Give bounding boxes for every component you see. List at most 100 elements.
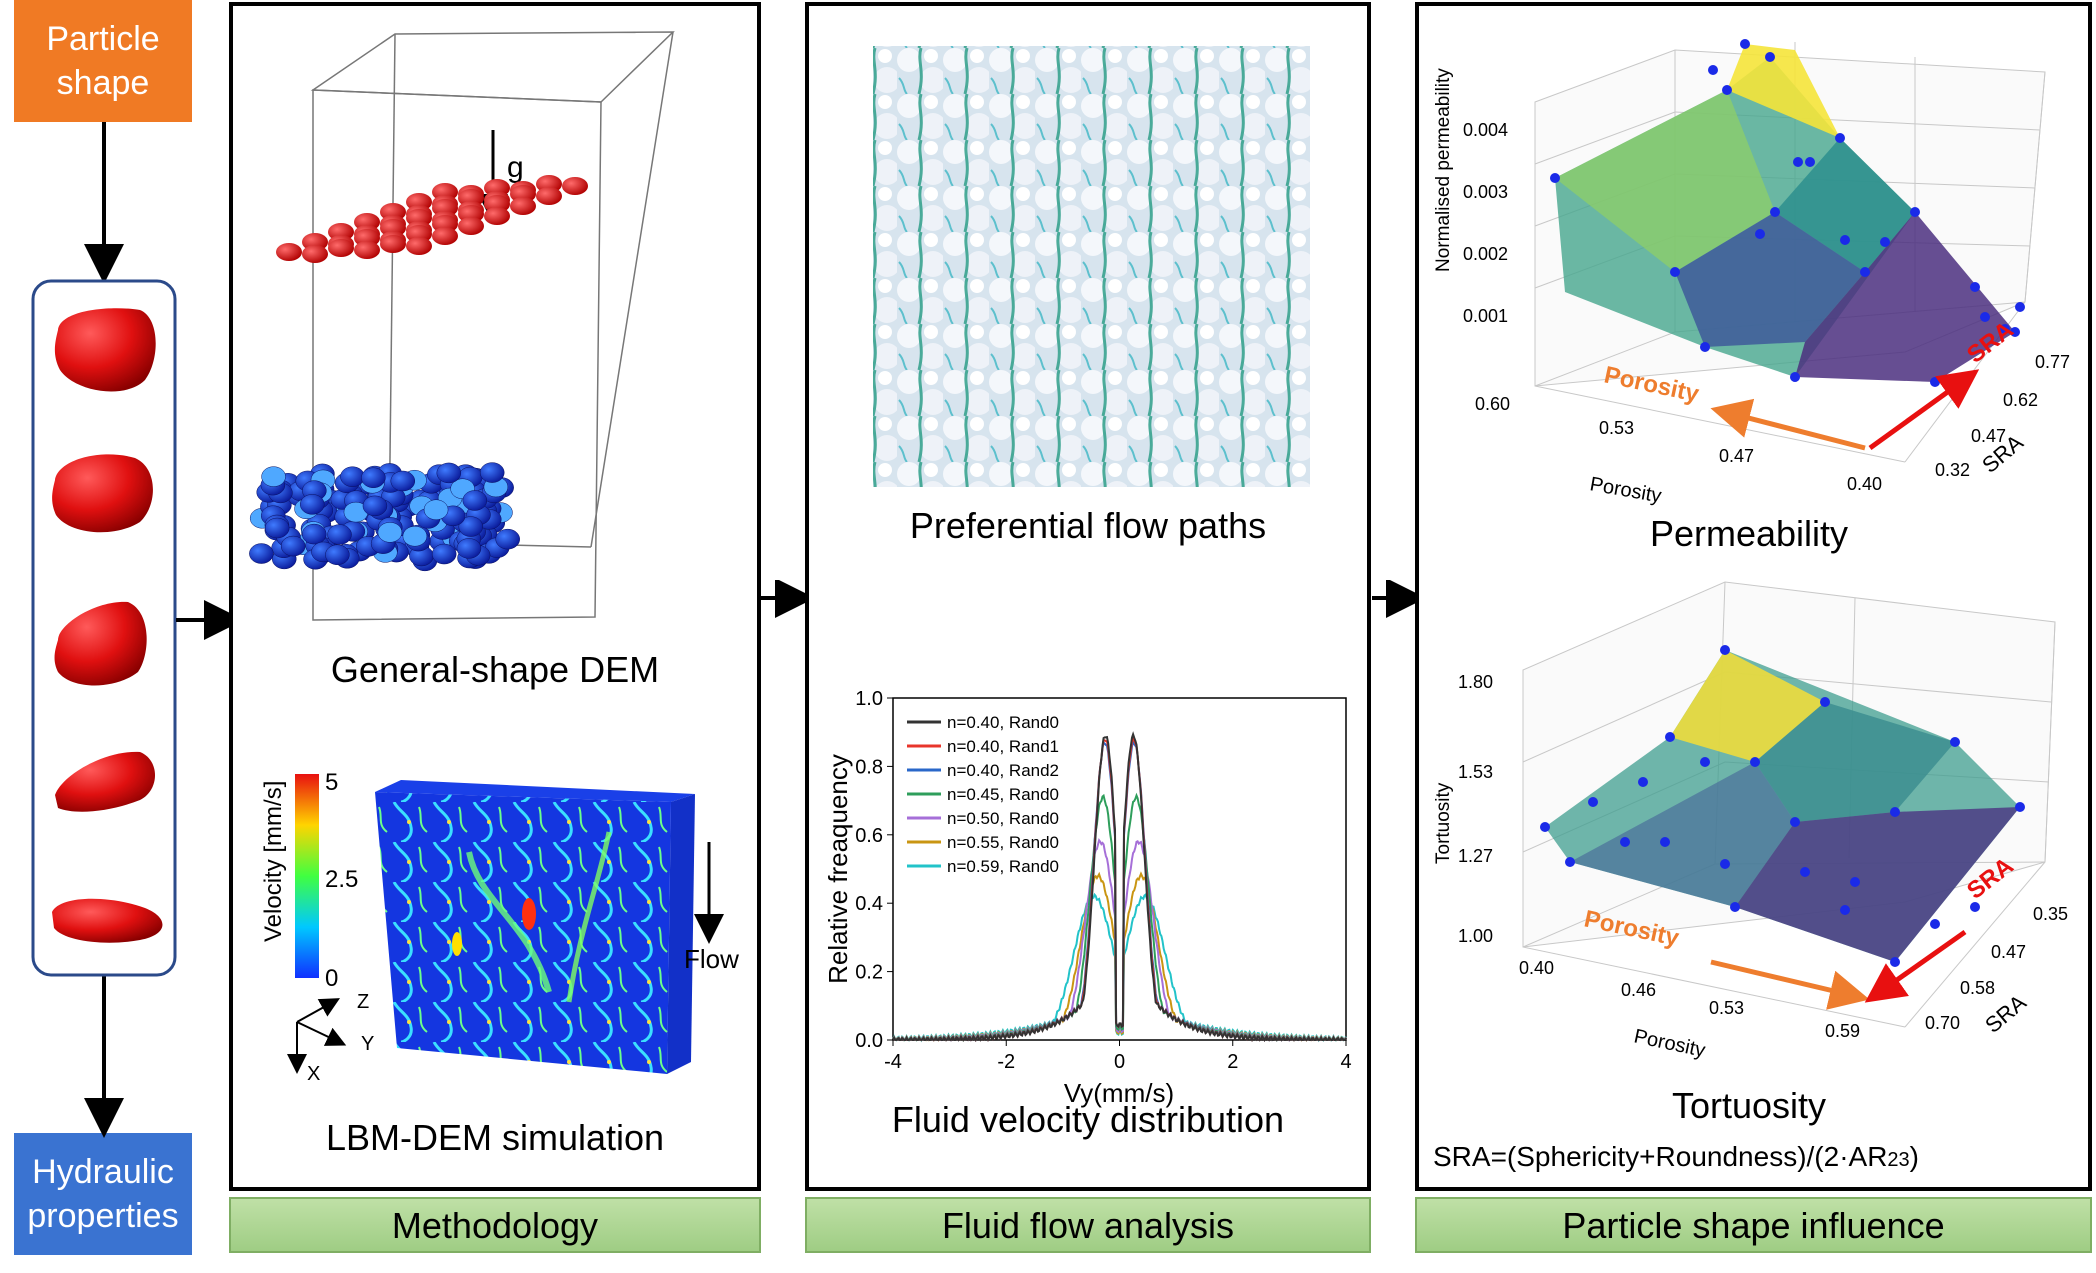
blue-particle <box>249 543 274 564</box>
perm-sra-tick-3: 0.47 <box>1971 426 2006 446</box>
lbm-caption: LBM-DEM simulation <box>326 1117 664 1158</box>
surface-point <box>1793 157 1803 167</box>
falling-particles <box>276 175 588 263</box>
surface-point <box>1970 282 1980 292</box>
tort-porosity-tick-2: 0.46 <box>1621 980 1656 1000</box>
chart-x-label: Vy(mm/s) <box>1064 1078 1174 1108</box>
legend-entry: n=0.40, Rand1 <box>947 737 1059 756</box>
surface-point <box>1750 757 1760 767</box>
axis-x-label: X <box>307 1063 320 1085</box>
fluid-flow-label: Fluid flow analysis <box>805 1197 1371 1253</box>
perm-porosity-tick-1: 0.60 <box>1475 394 1510 414</box>
surface-point <box>1790 372 1800 382</box>
blue-particle <box>377 522 403 543</box>
surface-point <box>1588 797 1598 807</box>
hydraulic-line1: Hydraulic <box>32 1153 174 1191</box>
surface-point <box>1820 697 1830 707</box>
chart-x-tick: 2 <box>1227 1051 1238 1073</box>
surface-point <box>1980 312 1990 322</box>
surface-point <box>1740 39 1750 49</box>
red-particle <box>562 177 588 195</box>
surface-point <box>2015 802 2025 812</box>
surface-point <box>1950 737 1960 747</box>
legend-entry: n=0.59, Rand0 <box>947 857 1059 876</box>
tort-z-tick-1: 1.80 <box>1458 672 1493 692</box>
blue-particle <box>436 462 462 484</box>
blue-particle <box>264 517 290 539</box>
particle-1 <box>54 308 156 392</box>
particle-4 <box>55 751 155 812</box>
legend-entry: n=0.50, Rand0 <box>947 809 1059 828</box>
particle-3 <box>54 601 147 686</box>
chart-y-tick: 0.6 <box>855 825 883 847</box>
colorbar-mid: 2.5 <box>325 866 358 893</box>
tortuosity-caption: Tortuosity <box>1672 1085 1826 1126</box>
tort-porosity-tick-3: 0.53 <box>1709 998 1744 1018</box>
surface-point <box>1850 877 1860 887</box>
perm-sra-tick-2: 0.62 <box>2003 390 2038 410</box>
tort-z-tick-2: 1.53 <box>1458 762 1493 782</box>
surface-point <box>1765 52 1775 62</box>
blue-particle <box>390 470 416 492</box>
particle-shape-line1: Particle <box>46 20 160 58</box>
colorbar-max: 5 <box>325 769 338 796</box>
perm-sra-tick-4: 0.32 <box>1935 460 1970 480</box>
axis-z-label: Z <box>357 991 369 1013</box>
coordinate-axes <box>287 998 347 1074</box>
blue-particle <box>327 524 352 545</box>
surface-point <box>2000 324 2010 334</box>
chart-y-tick: 0.8 <box>855 756 883 778</box>
chart-y-tick: 0.2 <box>855 962 883 984</box>
legend-entry: n=0.40, Rand2 <box>947 761 1059 780</box>
surface-point <box>1565 857 1575 867</box>
permeability-caption: Permeability <box>1650 513 1848 554</box>
fluid-flow-graphics: Preferential flow paths -4 -2 0 2 4 0.0 0.2 0.4… <box>823 46 1352 1140</box>
tortuosity-plot: 1.80 1.53 1.27 1.00 Tortuosity 0.40 0.46… <box>1433 581 2068 1062</box>
red-particle <box>328 239 354 257</box>
blue-particle <box>458 516 484 537</box>
surface-point <box>1835 133 1845 143</box>
perm-porosity-tick-2: 0.53 <box>1599 418 1634 438</box>
surface-point <box>1708 65 1718 75</box>
blue-particle <box>300 494 325 515</box>
surface-point <box>1890 957 1900 967</box>
surface-point <box>1890 807 1900 817</box>
surface-point <box>1840 905 1850 915</box>
gravity-label: g <box>507 151 524 184</box>
chart-y-tick: 1.0 <box>855 688 883 710</box>
arrow-right-2 <box>761 580 815 618</box>
perm-z-label: Normalised permeability <box>1433 68 1454 272</box>
perm-z-tick-1: 0.004 <box>1463 120 1508 140</box>
surface-point <box>1730 902 1740 912</box>
surface-point <box>1720 859 1730 869</box>
sra-formula: SRA=(Sphericity+Roundness)/(2·AR23) <box>1433 1141 1919 1172</box>
surface-point <box>1770 207 1780 217</box>
blue-particle <box>462 490 488 511</box>
chart-x-tick: 4 <box>1340 1051 1351 1073</box>
blue-particle <box>361 467 386 488</box>
colorbar-min: 0 <box>325 965 338 992</box>
hydraulic-properties-box: Hydraulic properties <box>14 1133 192 1255</box>
perm-z-tick-2: 0.003 <box>1463 182 1508 202</box>
velocity-colorbar <box>295 774 319 978</box>
tort-sra-tick-4: 0.70 <box>1925 1013 1960 1033</box>
chart-x-tick: -2 <box>997 1051 1015 1073</box>
axis-y-label: Y <box>361 1033 374 1055</box>
red-particle <box>484 207 510 225</box>
red-particle <box>432 227 458 245</box>
perm-z-tick-4: 0.001 <box>1463 306 1508 326</box>
tort-z-tick-4: 1.00 <box>1458 926 1493 946</box>
perm-z-tick-3: 0.002 <box>1463 244 1508 264</box>
perm-sra-tick-1: 0.77 <box>2035 352 2070 372</box>
particle-2 <box>52 454 153 533</box>
surface-point <box>1720 645 1730 655</box>
surface-point <box>1970 902 1980 912</box>
blue-particle <box>456 538 482 559</box>
surface-point <box>1860 267 1870 277</box>
surface-point <box>1722 85 1732 95</box>
surface-point <box>1800 867 1810 877</box>
surface-point <box>1700 342 1710 352</box>
chart-y-tick: 0.0 <box>855 1030 883 1052</box>
surface-point <box>2010 327 2020 337</box>
tort-porosity-arrow <box>1710 959 1870 1010</box>
